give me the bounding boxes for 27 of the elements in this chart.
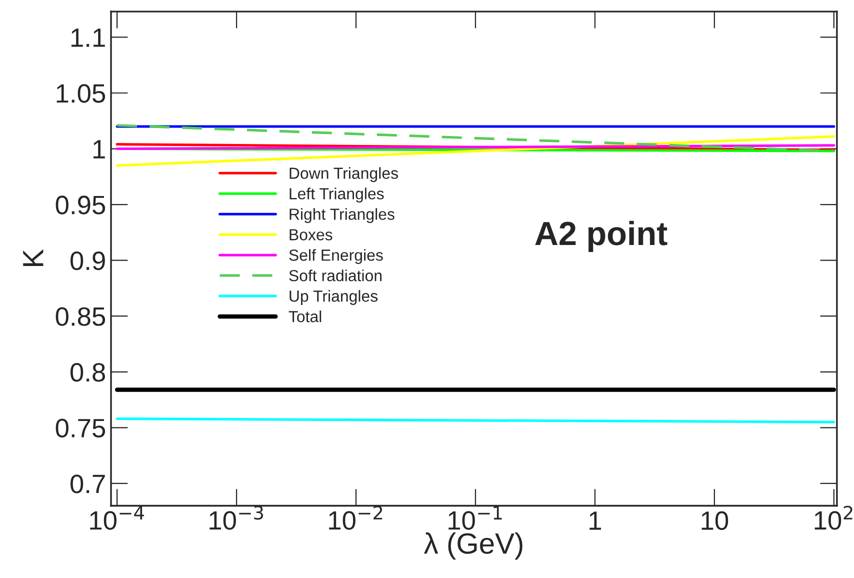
y-tick-label: 0.75 bbox=[56, 418, 106, 438]
y-tick-label: 1.05 bbox=[56, 84, 106, 103]
y-tick-label: 1.1 bbox=[71, 28, 105, 47]
legend-label: Boxes bbox=[290, 229, 332, 240]
y-tick-label: 0.7 bbox=[70, 474, 105, 494]
y-axis-title: K bbox=[23, 249, 44, 266]
x-tick-label: 10$^{−2}$ bbox=[329, 506, 382, 530]
legend-label: Left Triangles bbox=[290, 188, 384, 203]
annotation: A2 point bbox=[535, 220, 668, 252]
legend-label: Self Energies bbox=[289, 249, 383, 264]
y-tick-label: 1 bbox=[93, 140, 105, 158]
x-tick-label: 10$^{−1}$ bbox=[448, 506, 502, 530]
x-tick-label: 1 bbox=[590, 512, 602, 530]
legend-label: Total bbox=[288, 310, 322, 322]
x-tick-label: 10$^{2}$ bbox=[814, 506, 852, 530]
y-tick-label: 0.85 bbox=[56, 307, 106, 326]
x-tick-label: 10 bbox=[702, 511, 728, 530]
legend-label: Down Triangles bbox=[290, 167, 398, 182]
y-tick-label: 0.8 bbox=[70, 363, 106, 382]
legend-label: Right Triangles bbox=[290, 208, 394, 224]
x-tick-label: 10$^{−4}$ bbox=[90, 506, 144, 530]
legend-label: Soft radiation bbox=[289, 270, 382, 282]
y-tick-label: 0.9 bbox=[70, 251, 105, 270]
y-tick-label: 0.95 bbox=[56, 196, 106, 214]
legend-label: Up Triangles bbox=[290, 290, 378, 305]
x-axis-title: λ (GeV) bbox=[424, 532, 522, 560]
x-tick-label: 10$^{−3}$ bbox=[210, 506, 263, 530]
